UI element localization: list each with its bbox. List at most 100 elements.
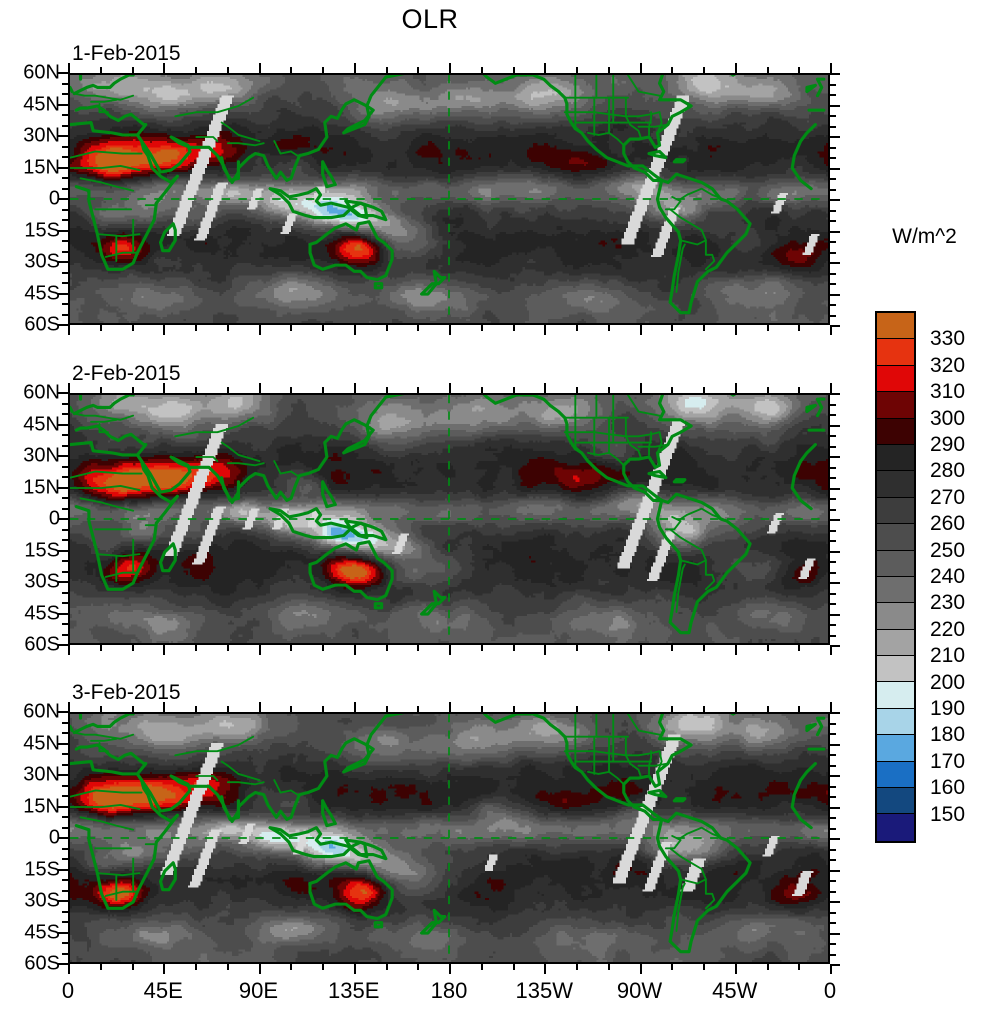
- y-axis-label-15S: 15S: [24, 858, 60, 880]
- colorbar-label-180: 180: [930, 723, 966, 747]
- y-tick-major: [58, 805, 68, 808]
- y-tick-minor: [62, 124, 68, 127]
- y-tick-minor: [62, 784, 68, 787]
- y-tick-right: [830, 561, 836, 563]
- x-tick-major: [68, 645, 70, 655]
- x-tick-major: [353, 645, 356, 655]
- x-tick-minor: [671, 325, 674, 331]
- x-tick-minor: [131, 964, 134, 970]
- y-tick-major: [58, 324, 68, 326]
- y-axis-label-30N: 30N: [23, 124, 60, 147]
- y-tick-right: [830, 498, 836, 500]
- y-tick-major: [58, 455, 68, 457]
- x-tick-top: [798, 67, 801, 73]
- x-tick-top: [576, 387, 578, 393]
- map-frame-1[interactable]: [68, 73, 830, 325]
- y-tick-right: [830, 754, 836, 756]
- y-tick-right: [830, 293, 840, 296]
- y-tick-minor: [62, 847, 68, 850]
- x-tick-top: [798, 387, 801, 393]
- y-tick-right: [830, 508, 836, 511]
- x-tick-major: [258, 964, 261, 974]
- x-tick-major: [830, 964, 832, 974]
- x-tick-top: [544, 702, 547, 712]
- y-tick-major: [58, 581, 68, 583]
- x-tick-minor: [99, 645, 102, 651]
- y-tick-right: [830, 645, 840, 647]
- x-tick-minor: [576, 645, 578, 651]
- y-tick-right: [830, 827, 836, 830]
- colorbar-band-15: [877, 708, 914, 736]
- x-axis-label-45W: 45W: [712, 978, 758, 1003]
- y-tick-right: [830, 466, 836, 469]
- y-tick-minor: [62, 753, 68, 755]
- y-axis-label-0: 0: [48, 826, 60, 849]
- x-tick-major: [449, 645, 451, 655]
- y-tick-right: [830, 964, 840, 966]
- x-tick-top: [734, 383, 737, 393]
- y-tick-right: [830, 592, 836, 595]
- y-axis-label-30S: 30S: [24, 570, 60, 593]
- x-tick-top: [480, 706, 483, 712]
- x-tick-top: [353, 63, 356, 73]
- x-tick-major: [353, 964, 356, 974]
- y-axis-label-30N: 30N: [23, 444, 60, 467]
- y-axis-label-45N: 45N: [23, 413, 60, 435]
- y-tick-minor: [62, 910, 68, 913]
- x-tick-top: [671, 387, 674, 393]
- y-tick-minor: [62, 465, 68, 468]
- x-axis-label-135W: 135W: [515, 978, 573, 1003]
- x-tick-top: [290, 67, 293, 73]
- y-tick-right: [830, 445, 836, 448]
- x-tick-top: [417, 67, 420, 73]
- y-tick-right: [830, 859, 836, 861]
- x-tick-top: [512, 67, 515, 73]
- y-tick-right: [830, 456, 840, 458]
- x-tick-minor: [480, 645, 483, 651]
- x-tick-major: [449, 325, 451, 335]
- x-tick-top: [353, 702, 356, 712]
- x-tick-top: [131, 706, 134, 712]
- y-axis-label-60S: 60S: [24, 633, 60, 656]
- x-tick-top: [576, 67, 578, 73]
- x-tick-top: [163, 702, 166, 712]
- y-axis-label-60N: 60N: [23, 381, 60, 404]
- y-tick-minor: [62, 476, 68, 478]
- colorbar-band-11: [877, 603, 914, 630]
- colorbar-band-17: [877, 761, 914, 789]
- y-tick-minor: [62, 282, 68, 284]
- map-frame-2[interactable]: [68, 393, 830, 645]
- x-tick-top: [512, 387, 515, 393]
- y-tick-right: [830, 230, 840, 233]
- x-tick-minor: [226, 645, 229, 651]
- y-tick-minor: [62, 82, 68, 85]
- map-frame-3[interactable]: [68, 712, 830, 964]
- colorbar-band-4: [877, 418, 914, 445]
- y-tick-right: [830, 220, 836, 222]
- y-tick-right: [830, 304, 836, 306]
- colorbar[interactable]: 330 320 310 300 290 280 270 260 250 240 230 220 210 2…: [875, 311, 965, 843]
- y-axis-label-0: 0: [48, 187, 60, 210]
- y-tick-right: [830, 393, 840, 395]
- x-tick-top: [163, 63, 166, 73]
- y-tick-right: [830, 136, 840, 138]
- x-axis-label-0: 0: [61, 978, 75, 1003]
- y-axis-label-60N: 60N: [23, 61, 60, 84]
- y-tick-minor: [62, 413, 68, 415]
- y-tick-major: [58, 774, 68, 776]
- x-tick-major: [258, 645, 261, 655]
- coastlines: [70, 75, 826, 315]
- map-canvas-1: [70, 75, 828, 323]
- political-borders: [70, 75, 724, 293]
- map-panel-3: 3-Feb-2015 60N 45N 30N 15N 0 15S 30S 45S 60S 0 45E…: [23, 681, 840, 1003]
- y-tick-minor: [62, 602, 68, 604]
- y-tick-right: [830, 477, 836, 479]
- y-tick-minor: [62, 623, 68, 625]
- x-tick-top: [322, 387, 324, 393]
- political-borders: [70, 714, 724, 932]
- y-tick-right: [830, 529, 836, 532]
- colorbar-label-260: 260: [930, 512, 966, 536]
- x-tick-top: [68, 383, 70, 393]
- x-tick-minor: [322, 964, 324, 970]
- x-tick-minor: [671, 964, 674, 970]
